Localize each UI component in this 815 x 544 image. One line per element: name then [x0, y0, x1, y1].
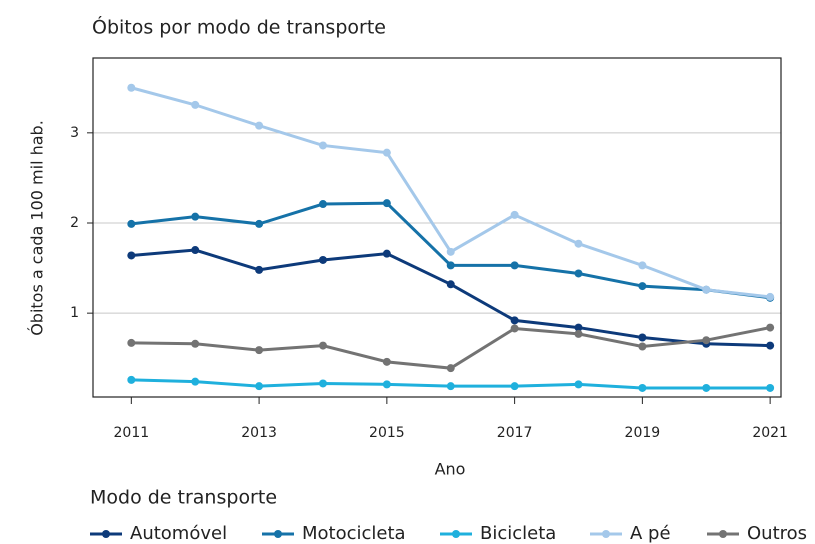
- data-point: [766, 383, 775, 392]
- y-axis-label: Óbitos a cada 100 mil hab.: [28, 120, 47, 336]
- data-point: [446, 280, 455, 289]
- legend-dot: [602, 530, 610, 538]
- data-point: [574, 239, 583, 248]
- data-point: [446, 382, 455, 391]
- legend-label: Bicicleta: [480, 523, 556, 544]
- x-tick-label: 2015: [369, 425, 405, 441]
- data-point: [318, 200, 327, 209]
- data-point: [382, 357, 391, 366]
- legend-label: Outros: [747, 523, 807, 544]
- legend-dot: [102, 530, 110, 538]
- data-point: [191, 377, 200, 386]
- data-point: [510, 316, 519, 325]
- data-point: [127, 251, 136, 260]
- data-point: [702, 336, 711, 345]
- data-point: [255, 346, 264, 355]
- data-point: [638, 383, 647, 392]
- x-tick-label: 2013: [241, 425, 277, 441]
- x-tick-label: 2021: [752, 425, 788, 441]
- data-point: [510, 382, 519, 391]
- legend-dot: [719, 530, 727, 538]
- x-axis-label: Ano: [435, 460, 466, 479]
- data-point: [255, 382, 264, 391]
- data-point: [638, 342, 647, 351]
- data-point: [127, 375, 136, 384]
- data-point: [638, 333, 647, 342]
- legend-dot: [452, 530, 460, 538]
- data-point: [446, 261, 455, 270]
- data-point: [127, 219, 136, 228]
- data-point: [191, 246, 200, 255]
- data-point: [382, 380, 391, 389]
- x-tick-label: 2019: [625, 425, 661, 441]
- legend-title: Modo de transporte: [90, 487, 277, 509]
- data-point: [318, 379, 327, 388]
- data-point: [191, 100, 200, 109]
- data-point: [127, 83, 136, 92]
- data-point: [702, 285, 711, 294]
- series-line: [131, 326, 771, 370]
- plot-frame: [92, 57, 782, 398]
- data-point: [255, 121, 264, 130]
- x-tick-label: 2017: [497, 425, 533, 441]
- data-point: [255, 265, 264, 274]
- data-point: [766, 292, 775, 301]
- data-point: [766, 341, 775, 350]
- data-point: [510, 324, 519, 333]
- data-point: [766, 323, 775, 332]
- data-point: [382, 199, 391, 208]
- data-point: [574, 329, 583, 338]
- data-point: [382, 249, 391, 258]
- data-point: [638, 261, 647, 270]
- data-point: [255, 219, 264, 228]
- data-point: [702, 383, 711, 392]
- data-point: [382, 148, 391, 157]
- legend-dot: [274, 530, 282, 538]
- data-point: [318, 141, 327, 150]
- data-point: [510, 210, 519, 219]
- data-point: [191, 212, 200, 221]
- data-point: [127, 338, 136, 347]
- data-point: [574, 380, 583, 389]
- y-tick-label: 1: [70, 305, 79, 321]
- data-point: [318, 255, 327, 264]
- chart-subtitle: Óbitos por modo de transporte: [92, 15, 386, 39]
- legend-label: A pé: [630, 523, 671, 544]
- y-tick-label: 2: [70, 215, 79, 231]
- y-tick-label: 3: [70, 125, 79, 141]
- legend-label: Motocicleta: [302, 523, 406, 544]
- data-point: [446, 364, 455, 373]
- x-tick-label: 2011: [114, 425, 150, 441]
- data-point: [638, 282, 647, 291]
- data-point: [446, 247, 455, 256]
- data-point: [510, 261, 519, 270]
- data-point: [318, 341, 327, 350]
- legend-label: Automóvel: [130, 523, 227, 544]
- data-point: [574, 269, 583, 278]
- data-point: [574, 323, 583, 332]
- data-point: [191, 339, 200, 348]
